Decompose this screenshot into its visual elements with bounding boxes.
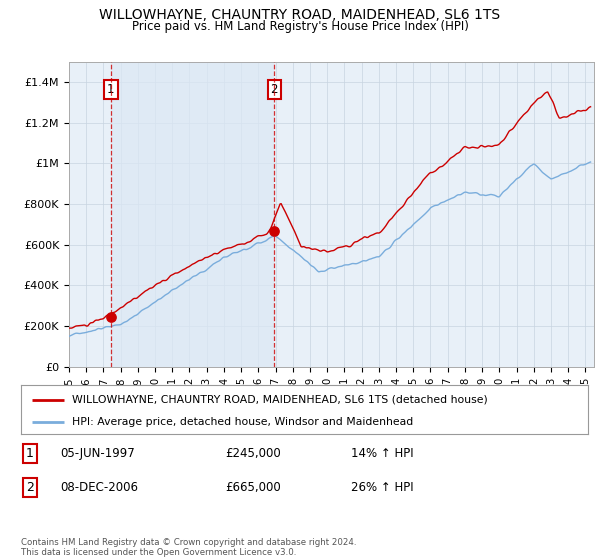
Text: 26% ↑ HPI: 26% ↑ HPI — [351, 480, 413, 494]
Text: Price paid vs. HM Land Registry's House Price Index (HPI): Price paid vs. HM Land Registry's House … — [131, 20, 469, 32]
Text: £665,000: £665,000 — [225, 480, 281, 494]
Text: HPI: Average price, detached house, Windsor and Maidenhead: HPI: Average price, detached house, Wind… — [72, 417, 413, 427]
Text: 2: 2 — [26, 480, 34, 494]
Text: 2: 2 — [271, 82, 278, 96]
Text: 1: 1 — [107, 82, 115, 96]
Text: WILLOWHAYNE, CHAUNTRY ROAD, MAIDENHEAD, SL6 1TS: WILLOWHAYNE, CHAUNTRY ROAD, MAIDENHEAD, … — [100, 8, 500, 22]
Text: WILLOWHAYNE, CHAUNTRY ROAD, MAIDENHEAD, SL6 1TS (detached house): WILLOWHAYNE, CHAUNTRY ROAD, MAIDENHEAD, … — [72, 394, 488, 404]
Text: 08-DEC-2006: 08-DEC-2006 — [60, 480, 138, 494]
Text: 05-JUN-1997: 05-JUN-1997 — [60, 447, 135, 460]
Text: 14% ↑ HPI: 14% ↑ HPI — [351, 447, 413, 460]
Bar — [111, 62, 274, 367]
Point — [106, 312, 116, 321]
Text: £245,000: £245,000 — [225, 447, 281, 460]
Text: 1: 1 — [26, 447, 34, 460]
Text: Contains HM Land Registry data © Crown copyright and database right 2024.
This d: Contains HM Land Registry data © Crown c… — [21, 538, 356, 557]
Point — [269, 227, 279, 236]
